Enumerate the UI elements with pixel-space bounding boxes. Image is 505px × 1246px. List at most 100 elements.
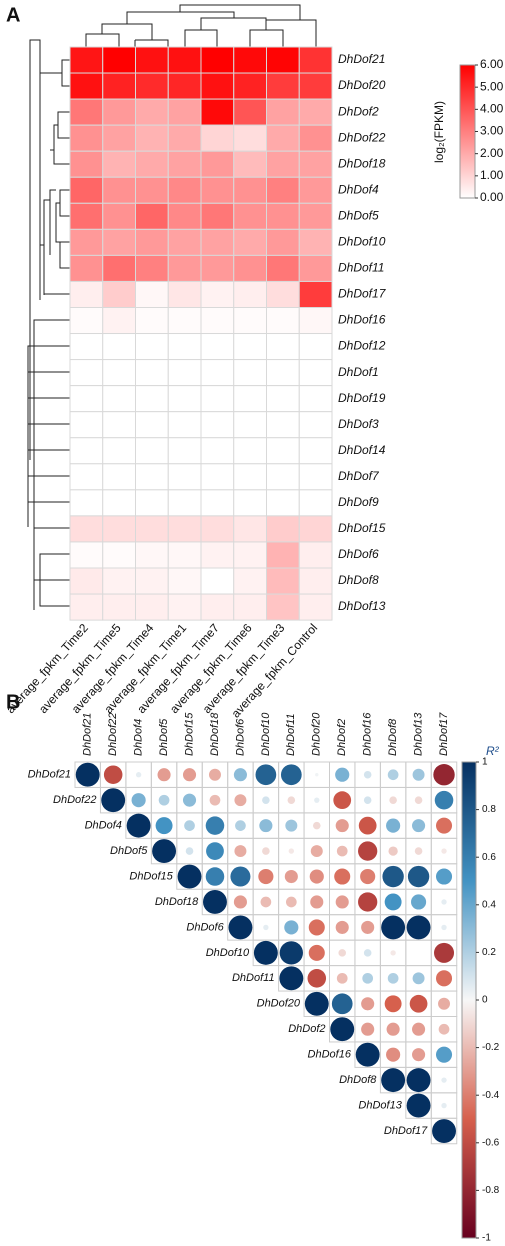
heatmap-cell bbox=[135, 124, 169, 152]
heatmap-cell bbox=[298, 176, 333, 204]
correlation-circle bbox=[386, 818, 401, 833]
colorbar-tick-label: -0.6 bbox=[482, 1137, 500, 1148]
correlation-circle bbox=[333, 791, 352, 810]
correlation-circle bbox=[206, 842, 224, 860]
grid-cell bbox=[430, 1117, 458, 1145]
correlation-circle bbox=[412, 1022, 426, 1036]
heatmap-cell bbox=[69, 228, 104, 256]
correlation-circle bbox=[355, 1042, 380, 1067]
correlation-circle bbox=[312, 821, 321, 830]
correlation-circle bbox=[406, 1068, 431, 1093]
colorbar-tick-label: 6.00 bbox=[480, 57, 504, 71]
column-label: DhDof16 bbox=[362, 712, 374, 756]
heatmap-cell bbox=[298, 333, 333, 361]
correlation-circle bbox=[310, 845, 323, 858]
heatmap-cell bbox=[102, 150, 136, 178]
colorbar-tick-label: -0.2 bbox=[482, 1042, 500, 1053]
correlation-circle bbox=[358, 816, 377, 835]
correlation-circle bbox=[338, 949, 347, 957]
heatmap-cell bbox=[135, 489, 169, 517]
row-label: DhDof20 bbox=[257, 998, 301, 1010]
heatmap-cell bbox=[266, 541, 300, 569]
heatmap-cell bbox=[135, 359, 169, 387]
heatmap-cell bbox=[298, 385, 333, 413]
heatmap-cell bbox=[266, 254, 300, 282]
heatmap-cell bbox=[102, 541, 136, 569]
colorbar-tick-label: 2.00 bbox=[480, 146, 504, 160]
correlation-circle bbox=[253, 940, 278, 965]
heatmap-cell bbox=[102, 333, 136, 361]
correlation-circle bbox=[438, 1023, 450, 1035]
heatmap-cell bbox=[102, 515, 136, 543]
correlation-circle bbox=[233, 768, 247, 782]
correlation-circle bbox=[259, 819, 273, 833]
heatmap-cell bbox=[167, 150, 202, 178]
heatmap-cell bbox=[135, 385, 169, 413]
column-label: DhDof15 bbox=[183, 712, 195, 756]
row-label: DhDof5 bbox=[110, 845, 148, 857]
correlation-circle bbox=[230, 866, 251, 887]
heatmap-cell bbox=[69, 307, 104, 335]
heatmap-cell bbox=[233, 541, 267, 569]
correlation-circle bbox=[335, 920, 349, 934]
heatmap-cell bbox=[266, 280, 300, 309]
heatmap-cell bbox=[266, 124, 300, 152]
heatmap-cell bbox=[102, 385, 136, 413]
heatmap-cell bbox=[167, 567, 202, 595]
correlation-circle bbox=[285, 896, 297, 908]
heatmap-cell bbox=[233, 489, 267, 517]
correlation-circle bbox=[304, 991, 329, 1016]
heatmap-cell bbox=[102, 280, 136, 309]
correlation-circle bbox=[361, 1022, 375, 1036]
correlation-circle bbox=[358, 841, 378, 861]
heatmap-cell bbox=[266, 72, 300, 100]
heatmap-cell bbox=[69, 98, 104, 126]
correlation-circle bbox=[177, 864, 202, 889]
heatmap-cell bbox=[298, 46, 333, 74]
correlation-circle bbox=[433, 764, 455, 786]
heatmap-cell bbox=[298, 307, 333, 335]
correlation-circle bbox=[361, 997, 375, 1011]
heatmap-cell bbox=[102, 567, 136, 595]
row-label: DhDof9 bbox=[338, 495, 379, 509]
correlation-circle bbox=[436, 970, 453, 987]
correlation-circle bbox=[228, 915, 253, 940]
colorbar-tick-label: -0.8 bbox=[482, 1185, 500, 1196]
heatmap-cell bbox=[233, 72, 267, 100]
correlation-circle bbox=[208, 768, 221, 781]
row-label: DhDof8 bbox=[339, 1074, 377, 1086]
correlation-circle bbox=[406, 915, 431, 940]
heatmap-cell bbox=[102, 489, 136, 517]
heatmap-cell bbox=[200, 489, 235, 517]
heatmap-cell bbox=[266, 463, 300, 491]
correlation-circle bbox=[309, 869, 324, 884]
heatmap-cell bbox=[102, 46, 136, 74]
column-label: DhDof17 bbox=[438, 712, 450, 756]
row-label: DhDof1 bbox=[338, 365, 379, 379]
heatmap-cell bbox=[233, 98, 267, 126]
correlation-circle bbox=[255, 764, 277, 786]
heatmap-cell bbox=[233, 254, 267, 282]
column-label: DhDof10 bbox=[260, 712, 272, 756]
correlation-circle bbox=[308, 919, 325, 936]
heatmap-cell bbox=[135, 593, 169, 621]
row-label: DhDof15 bbox=[338, 521, 386, 535]
heatmap-cell bbox=[167, 98, 202, 126]
colorbar-tick-label: 0.4 bbox=[482, 899, 496, 910]
colorbar-label: R² bbox=[486, 744, 500, 758]
heatmap-cell bbox=[233, 515, 267, 543]
heatmap-cell bbox=[102, 254, 136, 282]
heatmap-cell bbox=[167, 46, 202, 74]
heatmap-cell bbox=[102, 437, 136, 465]
correlation-circle bbox=[182, 768, 197, 782]
heatmap-cell bbox=[167, 72, 202, 100]
correlation-circle bbox=[412, 1048, 426, 1062]
heatmap-cell bbox=[233, 567, 267, 595]
heatmap-cell bbox=[266, 385, 300, 413]
heatmap-cell bbox=[167, 593, 202, 621]
row-dendrogram bbox=[27, 39, 70, 610]
correlation-circle bbox=[363, 770, 372, 779]
heatmap-cell bbox=[69, 541, 104, 569]
heatmap-cell bbox=[69, 176, 104, 204]
